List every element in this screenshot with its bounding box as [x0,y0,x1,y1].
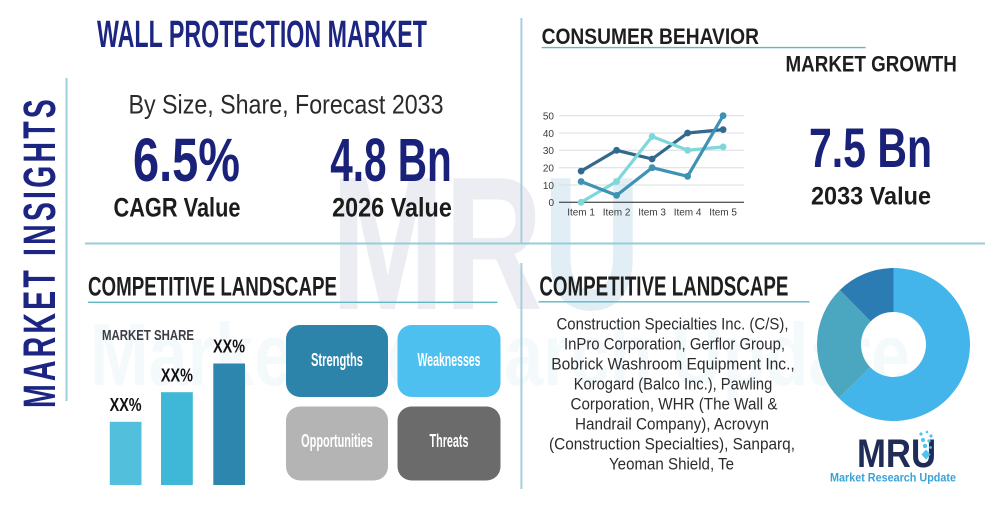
svg-text:COMPETITIVE LANDSCAPE: COMPETITIVE LANDSCAPE [88,271,337,301]
svg-text:COMPETITIVE LANDSCAPE: COMPETITIVE LANDSCAPE [539,270,788,301]
svg-text:Bobrick Washroom Equipment Inc: Bobrick Washroom Equipment Inc., [551,356,795,374]
svg-text:(Construction Specialties), Sa: (Construction Specialties), Sanparq, [549,436,795,454]
svg-text:Strengths: Strengths [311,350,363,370]
svg-text:Opportunities: Opportunities [301,431,373,451]
svg-text:Item 5: Item 5 [709,208,737,219]
svg-text:0: 0 [548,198,554,209]
svg-text:CONSUMER BEHAVIOR: CONSUMER BEHAVIOR [542,24,759,49]
svg-text:XX%: XX% [110,395,142,415]
svg-text:InPro Corporation, Gerflor Gro: InPro Corporation, Gerflor Group, [564,336,785,354]
svg-text:By Size, Share, Forecast 2033: By Size, Share, Forecast 2033 [129,90,444,120]
svg-text:Market Research Update: Market Research Update [830,473,956,485]
svg-text:7.5 Bn: 7.5 Bn [809,116,932,179]
svg-text:Corporation, WHR (The Wall &: Corporation, WHR (The Wall & [571,396,778,414]
svg-text:4.8 Bn: 4.8 Bn [330,126,452,194]
svg-text:10: 10 [543,181,555,192]
svg-text:40: 40 [543,129,555,140]
svg-text:MARKET GROWTH: MARKET GROWTH [786,52,957,77]
svg-text:2026 Value: 2026 Value [332,192,452,222]
svg-text:XX%: XX% [161,366,193,386]
svg-text:CAGR Value: CAGR Value [114,192,241,222]
svg-text:6.5%: 6.5% [133,126,240,194]
svg-text:50: 50 [543,112,555,123]
svg-text:Yeoman Shield, Te: Yeoman Shield, Te [609,456,734,474]
svg-text:Item 4: Item 4 [674,208,702,219]
svg-text:MARKET SHARE: MARKET SHARE [102,328,194,344]
svg-text:30: 30 [543,146,555,157]
svg-text:WALL PROTECTION MARKET: WALL PROTECTION MARKET [97,14,427,56]
svg-text:Item 1: Item 1 [567,208,595,219]
svg-text:XX%: XX% [213,337,245,357]
svg-text:Construction Specialties Inc.: Construction Specialties Inc. (C/S), [557,316,789,334]
svg-text:Item 3: Item 3 [638,208,666,219]
svg-text:Korogard (Balco Inc.), Pawling: Korogard (Balco Inc.), Pawling [574,376,773,394]
svg-text:20: 20 [543,164,555,175]
svg-text:Handrail Company), Acrovyn: Handrail Company), Acrovyn [575,416,769,434]
svg-text:Weaknesses: Weaknesses [418,350,481,370]
svg-text:2033 Value: 2033 Value [811,183,931,211]
svg-text:MARKET INSIGHTS: MARKET INSIGHTS [14,96,65,408]
svg-text:Item 2: Item 2 [603,208,631,219]
svg-text:Threats: Threats [430,431,469,451]
